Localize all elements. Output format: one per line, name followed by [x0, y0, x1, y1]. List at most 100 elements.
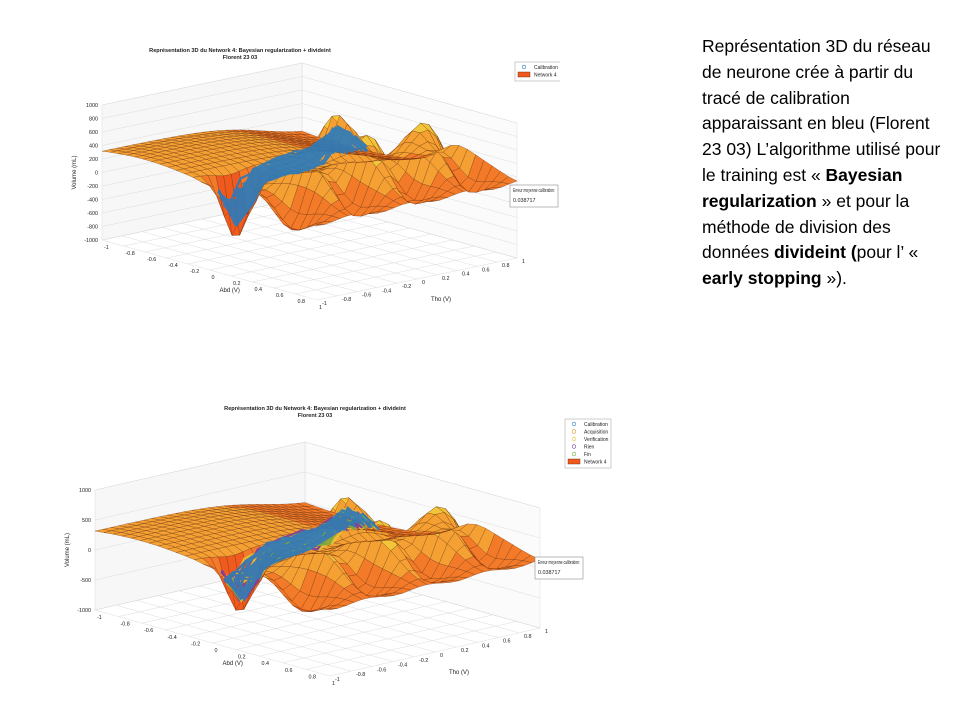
y-axis-label: Tho (V): [431, 297, 451, 303]
x-tick-label: 0.8: [309, 674, 317, 680]
y-tick-label: 0.2: [461, 648, 469, 654]
z-gridline: [94, 441, 541, 509]
y-tick-label: -0.8: [342, 297, 351, 303]
z-tick-label: 400: [89, 144, 98, 150]
x-tick-label: 0.6: [276, 293, 284, 299]
floor-gridline: [221, 214, 438, 276]
trajectory-calibration: [236, 132, 354, 191]
legend-entry: Calibration: [584, 422, 608, 428]
y-axis-label: Tho (V): [449, 670, 469, 676]
trajectories: [220, 506, 380, 604]
annotation-box: [509, 184, 559, 208]
z-axis-label: Volume (mL): [72, 155, 78, 189]
z-gridline: [101, 103, 518, 164]
division-method: divideint (: [774, 242, 857, 263]
chart-title: Représentation 3D du Network 4: Bayesian…: [224, 406, 406, 412]
trajectory-calibration: [218, 148, 335, 227]
annotation-label: Erreur moyenne calibration:: [513, 188, 555, 194]
annotation: Erreur moyenne calibration: 0.038717: [509, 184, 559, 208]
annotation-label: Erreur moyenne calibration:: [538, 560, 580, 566]
x-tick-label: 0: [215, 648, 218, 654]
plot-area: Représentation 3D du Network 4: Bayesian…: [65, 406, 612, 687]
x-tick-label: 0.2: [238, 655, 246, 661]
z-tick-label: -600: [87, 211, 98, 217]
y-tick-label: 0.4: [462, 272, 470, 278]
y-tick-label: -1: [335, 677, 340, 683]
annotation: Erreur moyenne calibration: 0.038717: [534, 556, 584, 580]
chart-all-phases: Représentation 3D du Network 4: Bayesian…: [40, 395, 620, 705]
y-tick-label: -0.4: [382, 288, 391, 294]
legend-marker: [571, 421, 577, 427]
floor-gridline: [252, 239, 453, 283]
x-tick-label: 1: [319, 305, 322, 311]
z-gridline: [101, 89, 518, 151]
z-axis-label: Volume (mL): [65, 533, 71, 567]
x-tick-label: 0.2: [233, 281, 241, 287]
z-tick-label: -1000: [77, 608, 91, 614]
z-tick-label: 200: [89, 157, 98, 163]
z-tick-label: 1000: [79, 488, 91, 494]
y-tick-label: -1: [322, 301, 327, 307]
floor-gridline: [295, 251, 496, 295]
trajectory-calibration: [249, 128, 360, 185]
trajectory-calibration: [223, 526, 346, 592]
z-tick-label: -400: [87, 198, 98, 204]
trajectory-calibration: [248, 512, 365, 571]
legend-marker: [571, 451, 577, 457]
floor-gridline: [241, 210, 458, 271]
y-tick-label: 0.4: [482, 643, 490, 649]
x-tick-label: -0.2: [191, 641, 200, 647]
x-tick-label: -0.4: [168, 635, 177, 641]
x-tick-label: -1: [104, 245, 109, 251]
z-tick-label: -200: [87, 184, 98, 190]
x-tick-label: 0: [212, 275, 215, 281]
z-tick-label: 1000: [86, 103, 98, 109]
x-axis-label: Abd (V): [223, 661, 243, 667]
y-tick-label: 0: [422, 280, 425, 286]
y-tick-label: 1: [522, 259, 525, 265]
surface-plot-2: Représentation 3D du Network 4: Bayesian…: [65, 406, 612, 687]
legend-marker: [571, 429, 577, 434]
y-tick-label: -0.4: [398, 663, 407, 669]
legend-swatch: [567, 458, 581, 465]
chart-subtitle: Florent 23 03: [223, 55, 258, 61]
chart-subtitle: Florent 23 03: [298, 413, 333, 419]
chart-calibration: Représentation 3D du Network 4: Bayesian…: [40, 40, 562, 320]
z-gridline: [101, 62, 518, 124]
annotation-value: 0.038717: [538, 570, 560, 576]
annotation-box: [534, 556, 584, 580]
y-tick-label: 0.8: [524, 634, 532, 640]
z-gridline: [94, 471, 541, 539]
x-tick-label: -0.2: [190, 269, 199, 275]
floor-gridline: [282, 614, 494, 664]
floor-gridline: [259, 607, 470, 657]
z-gridline: [101, 76, 518, 137]
y-tick-label: 0.8: [502, 263, 510, 269]
z-tick-label: -800: [87, 225, 98, 231]
z-tick-label: 600: [89, 130, 98, 136]
trajectories: [217, 124, 368, 228]
annotation-value: 0.038717: [513, 198, 535, 204]
z-tick-label: -500: [80, 578, 91, 584]
floor-gridline: [235, 601, 447, 650]
x-tick-label: 0.4: [255, 287, 263, 293]
z-tick-label: 800: [89, 117, 98, 123]
y-tick-label: 1: [545, 629, 548, 635]
plot-area: Représentation 3D du Network 4: Bayesian…: [72, 48, 562, 311]
x-tick-label: 0.8: [298, 299, 306, 305]
x-tick-label: -1: [97, 615, 102, 621]
floor-gridline: [220, 580, 457, 648]
y-tick-label: 0.6: [482, 267, 490, 273]
legend-marker: [571, 444, 577, 449]
y-tick-label: 0: [440, 653, 443, 659]
x-axis-label: Abd (V): [220, 288, 240, 294]
y-tick-label: -0.6: [362, 293, 371, 299]
y-tick-label: 0.6: [503, 639, 511, 645]
legend-entry: Verification: [584, 437, 609, 443]
x-tick-label: -0.8: [126, 251, 135, 257]
x-tick-label: -0.8: [121, 622, 130, 628]
z-tick-label: 500: [82, 518, 91, 524]
y-tick-label: -0.6: [377, 667, 386, 673]
y-tick-label: 0.2: [442, 276, 450, 282]
